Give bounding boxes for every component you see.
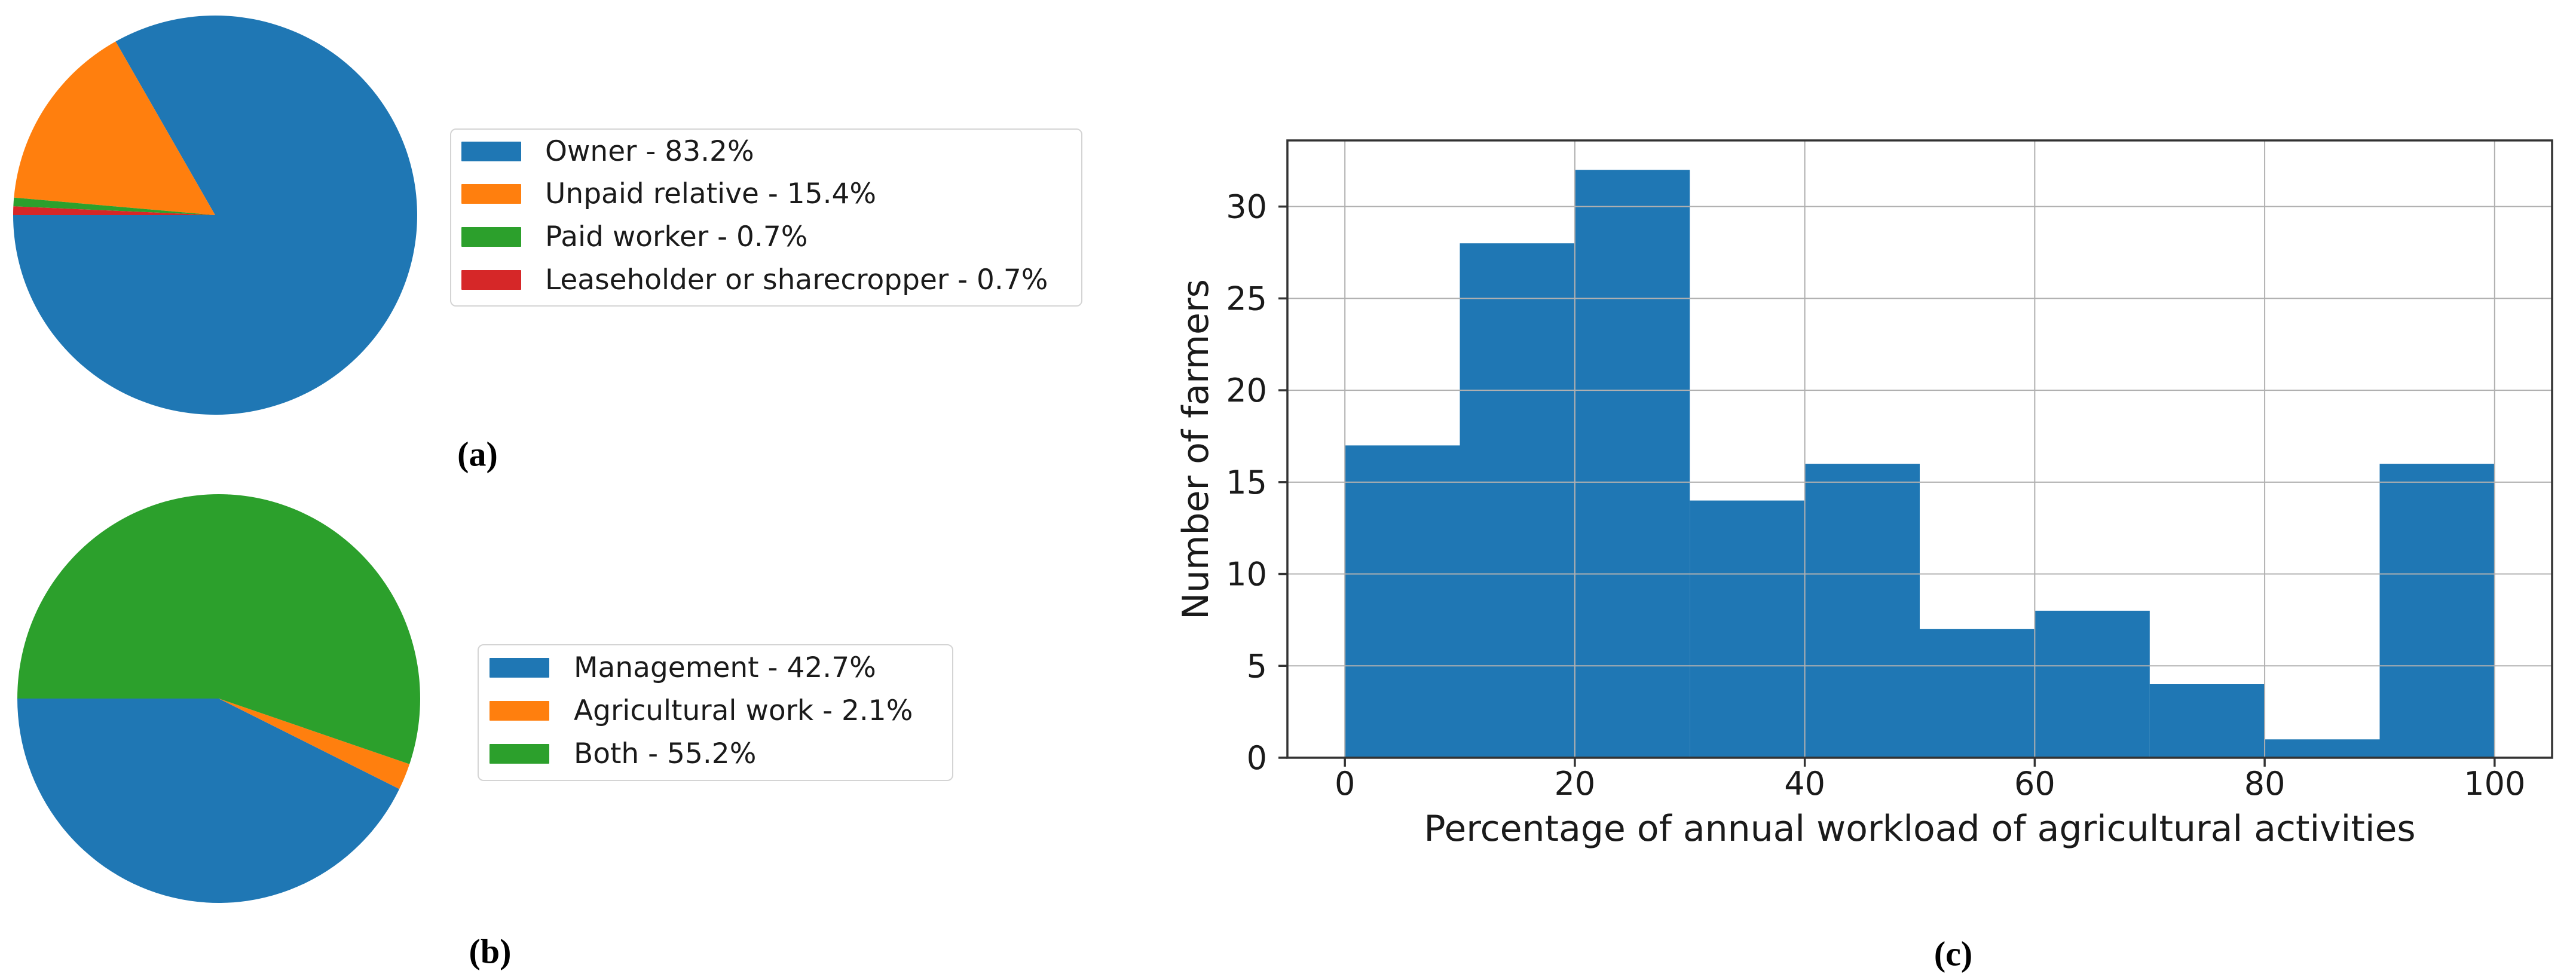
y-tick-label-0: 0 [1247, 739, 1267, 777]
legend-swatch-agricultural-work [489, 701, 549, 721]
pie-slice-both [17, 494, 421, 764]
hist-bar-10-20 [1460, 243, 1575, 758]
legend-item-management: Management - 42.7% [479, 653, 952, 683]
legend-item-agricultural-work: Agricultural work - 2.1% [479, 696, 952, 726]
pie-slice-owner [13, 16, 417, 415]
legend-item-unpaid-relative: Unpaid relative - 15.4% [451, 179, 1081, 209]
legend-a: Owner - 83.2% Unpaid relative - 15.4% Paid… [450, 128, 1082, 307]
hist-bar-20-30 [1574, 170, 1690, 758]
legend-swatch-owner [461, 142, 521, 161]
panel-label-c: (c) [1933, 934, 1973, 973]
legend-label-agricultural-work: Agricultural work - 2.1% [574, 694, 913, 727]
legend-label-both: Both - 55.2% [574, 737, 757, 770]
panel-label-b: (b) [469, 932, 512, 971]
y-tick-label-20: 20 [1226, 372, 1267, 409]
x-tick-label-0: 0 [1335, 765, 1355, 803]
hist-bar-40-50 [1804, 464, 1920, 758]
legend-item-owner: Owner - 83.2% [451, 137, 1081, 167]
y-tick-label-5: 5 [1247, 647, 1267, 685]
pie-slice-paid-worker [13, 197, 216, 215]
plot-border [1286, 139, 2553, 759]
y-tick-label-15: 15 [1226, 464, 1267, 501]
y-tick-label-10: 10 [1226, 556, 1267, 593]
histogram-xlabel: Percentage of annual workload of agricul… [1424, 808, 2416, 850]
legend-label-leaseholder-or-sharecropper: Leaseholder or sharecropper - 0.7% [545, 264, 1048, 296]
hist-bar-90-100 [2379, 464, 2495, 758]
hist-bar-30-40 [1690, 500, 1805, 758]
x-tick-label-60: 60 [2014, 765, 2055, 803]
hist-bar-70-80 [2149, 684, 2265, 758]
legend-label-paid-worker: Paid worker - 0.7% [545, 220, 808, 253]
legend-swatch-management [489, 658, 549, 678]
y-tick-label-25: 25 [1226, 280, 1267, 317]
legend-item-both: Both - 55.2% [479, 739, 952, 769]
x-tick-label-40: 40 [1784, 765, 1825, 803]
y-tick-label-30: 30 [1226, 188, 1267, 226]
histogram-chart: 0 20 40 60 80 100 0 5 10 15 20 25 30 [1226, 139, 2553, 803]
hist-bar-50-60 [1920, 629, 2035, 758]
hist-bar-0-10 [1345, 445, 1460, 758]
panel-label-a: (a) [457, 434, 498, 474]
histogram-ylabel: Number of farmers [1175, 279, 1217, 620]
x-tick-label-80: 80 [2244, 765, 2286, 803]
legend-label-owner: Owner - 83.2% [545, 135, 754, 168]
legend-label-management: Management - 42.7% [574, 651, 876, 684]
pie-slice-management [17, 699, 400, 904]
legend-label-unpaid-relative: Unpaid relative - 15.4% [545, 177, 877, 210]
legend-swatch-leaseholder-or-sharecropper [461, 270, 521, 290]
pie-chart-b [17, 494, 421, 904]
pie-slice-unpaid-relative [14, 41, 216, 216]
legend-swatch-paid-worker [461, 227, 521, 247]
legend-b: Management - 42.7% Agricultural work - 2.… [478, 644, 953, 781]
legend-item-paid-worker: Paid worker - 0.7% [451, 222, 1081, 252]
pie-slice-agricultural-work [219, 699, 410, 789]
legend-item-leaseholder-or-sharecropper: Leaseholder or sharecropper - 0.7% [451, 265, 1081, 295]
legend-swatch-both [489, 744, 549, 764]
pie-chart-a [13, 16, 417, 415]
hist-bar-80-90 [2265, 739, 2380, 758]
pie-slice-leaseholder-or-sharecropper [13, 206, 215, 215]
x-tick-label-100: 100 [2464, 765, 2525, 803]
x-tick-label-20: 20 [1555, 765, 1596, 803]
legend-swatch-unpaid-relative [461, 184, 521, 204]
hist-bar-60-70 [2035, 611, 2150, 758]
